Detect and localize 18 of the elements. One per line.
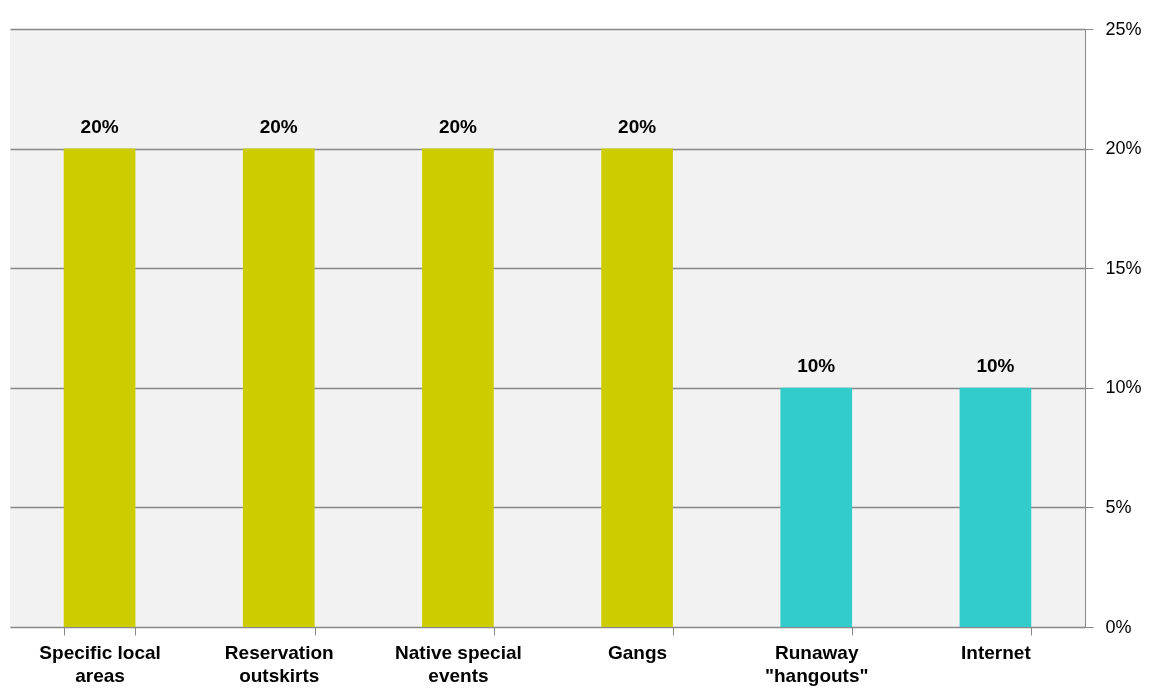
data-label: 20% bbox=[259, 115, 298, 137]
y-tick-label: 15% bbox=[1105, 257, 1142, 278]
y-tick-label: 5% bbox=[1105, 496, 1132, 517]
data-label: 10% bbox=[797, 354, 836, 376]
x-tick-label: Specific local areas bbox=[39, 641, 161, 686]
data-label: 20% bbox=[618, 115, 657, 137]
data-label: 10% bbox=[976, 354, 1015, 376]
x-tick-label: Internet bbox=[961, 641, 1032, 663]
y-tick-label: 0% bbox=[1105, 616, 1132, 637]
x-tick-label: Native special events bbox=[395, 641, 522, 686]
x-tick-label: Gangs bbox=[608, 641, 668, 663]
data-label: 20% bbox=[438, 115, 478, 137]
x-tick-label: Reservation outskirts bbox=[224, 641, 334, 686]
data-label: 20% bbox=[80, 115, 119, 137]
x-tick-label: Runaway "hangouts" bbox=[764, 641, 869, 686]
y-tick-label: 25% bbox=[1105, 18, 1142, 39]
y-tick-label: 20% bbox=[1105, 138, 1142, 159]
y-tick-label: 10% bbox=[1105, 377, 1142, 398]
